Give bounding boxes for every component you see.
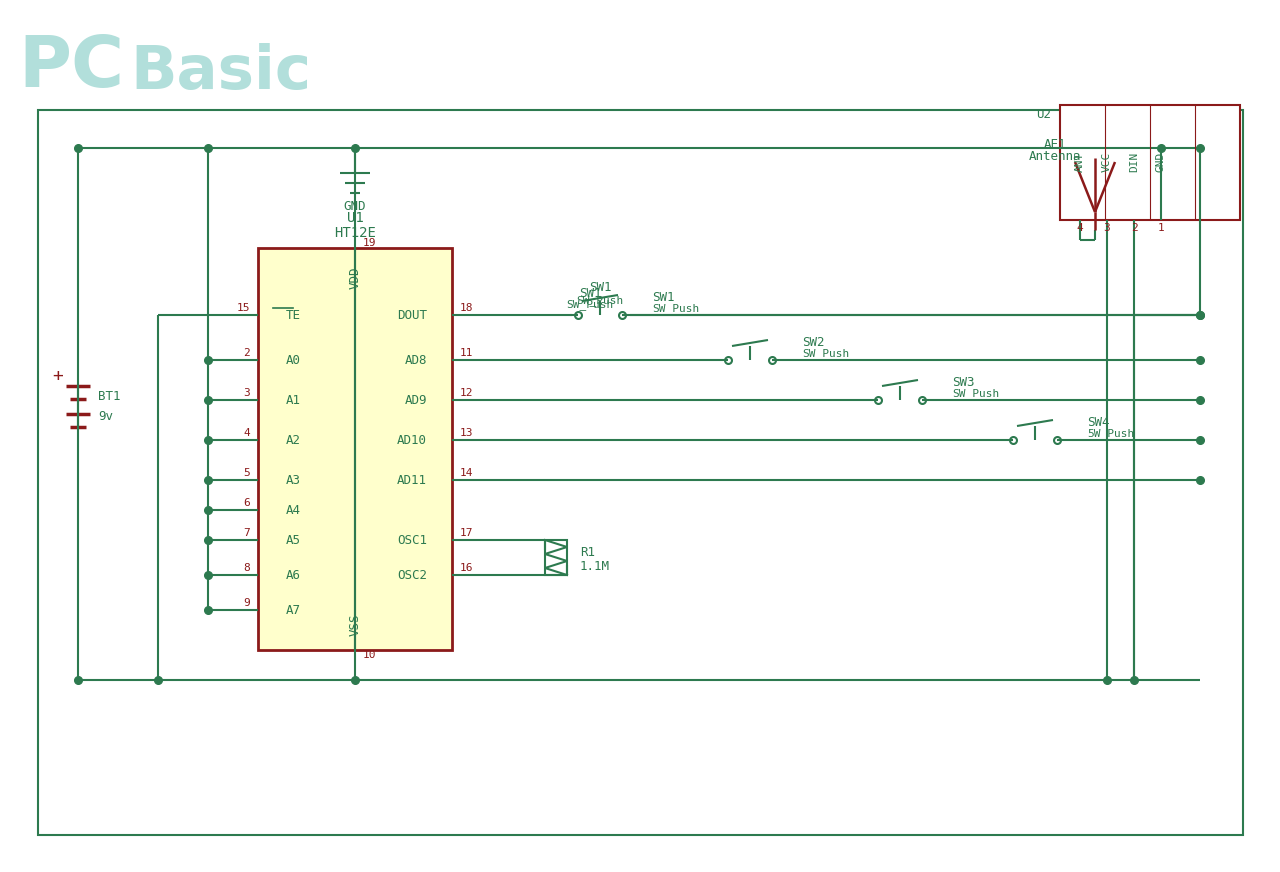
Text: VCC: VCC	[1102, 152, 1112, 172]
Text: DOUT: DOUT	[397, 309, 428, 322]
Text: 19: 19	[364, 238, 376, 248]
Text: U2: U2	[1037, 108, 1051, 121]
Text: Antenna: Antenna	[1029, 151, 1082, 164]
Text: SW1: SW1	[579, 287, 602, 299]
Text: GND: GND	[1156, 152, 1166, 172]
Text: A4: A4	[285, 503, 301, 516]
Bar	[1060, 105, 1240, 220]
Text: DIN: DIN	[1129, 152, 1139, 172]
Text: 4: 4	[243, 428, 250, 438]
Text: SW3: SW3	[952, 376, 974, 389]
Text: 2: 2	[1130, 223, 1138, 233]
Text: VSS: VSS	[348, 614, 361, 637]
Text: 17: 17	[460, 528, 474, 538]
Text: 2: 2	[243, 348, 250, 358]
Text: ANT: ANT	[1075, 152, 1085, 172]
Text: 18: 18	[460, 303, 474, 313]
Text: SW_Push: SW_Push	[952, 389, 1000, 399]
Text: BT1: BT1	[99, 390, 120, 403]
Text: AD10: AD10	[397, 433, 428, 446]
Text: 9v: 9v	[99, 410, 113, 423]
Text: R1: R1	[580, 546, 595, 558]
Text: GND: GND	[344, 200, 366, 213]
Text: PC: PC	[18, 33, 124, 103]
Text: SW1: SW1	[589, 281, 612, 294]
Text: SW_Push: SW_Push	[566, 300, 613, 310]
Text: 7: 7	[243, 528, 250, 538]
Text: SW1: SW1	[652, 290, 675, 303]
Text: A2: A2	[285, 433, 301, 446]
Text: +: +	[52, 367, 64, 385]
Bar	[38, 110, 1243, 835]
Text: 8: 8	[243, 563, 250, 573]
Text: U1: U1	[347, 211, 364, 225]
Text: A6: A6	[285, 569, 301, 582]
Text: SW_Push: SW_Push	[652, 303, 699, 315]
Text: OSC2: OSC2	[397, 569, 428, 582]
Text: 3: 3	[1103, 223, 1110, 233]
Text: 9: 9	[243, 598, 250, 608]
Text: VDD: VDD	[348, 267, 361, 290]
Text: SW_Push: SW_Push	[803, 349, 849, 359]
Text: 14: 14	[460, 468, 474, 478]
Text: 1.1M: 1.1M	[580, 560, 611, 573]
Text: AD11: AD11	[397, 473, 428, 487]
Text: 5: 5	[243, 468, 250, 478]
Text: AD9: AD9	[404, 393, 428, 406]
Text: 12: 12	[460, 388, 474, 398]
Text: 6: 6	[243, 498, 250, 508]
Text: 11: 11	[460, 348, 474, 358]
Text: 15: 15	[237, 303, 250, 313]
Text: A7: A7	[285, 603, 301, 617]
Text: Basic: Basic	[131, 43, 311, 101]
Text: 4: 4	[1076, 223, 1083, 233]
Text: A5: A5	[285, 534, 301, 547]
Text: AD8: AD8	[404, 353, 428, 366]
Text: 5W_Push: 5W_Push	[1087, 428, 1134, 439]
Text: A3: A3	[285, 473, 301, 487]
Text: A0: A0	[285, 353, 301, 366]
Text: TE: TE	[285, 309, 301, 322]
Bar	[545, 540, 567, 575]
Text: 16: 16	[460, 563, 474, 573]
Text: 13: 13	[460, 428, 474, 438]
Text: HT12E: HT12E	[334, 226, 376, 240]
Text: SW4: SW4	[1087, 415, 1110, 428]
Text: AE1: AE1	[1043, 139, 1066, 152]
Text: SW_Push: SW_Push	[576, 296, 623, 306]
Text: 10: 10	[364, 650, 376, 660]
Text: A1: A1	[285, 393, 301, 406]
Text: 1: 1	[1157, 223, 1165, 233]
Text: SW2: SW2	[803, 336, 824, 349]
Bar	[259, 248, 452, 650]
Text: 3: 3	[243, 388, 250, 398]
Text: OSC1: OSC1	[397, 534, 428, 547]
